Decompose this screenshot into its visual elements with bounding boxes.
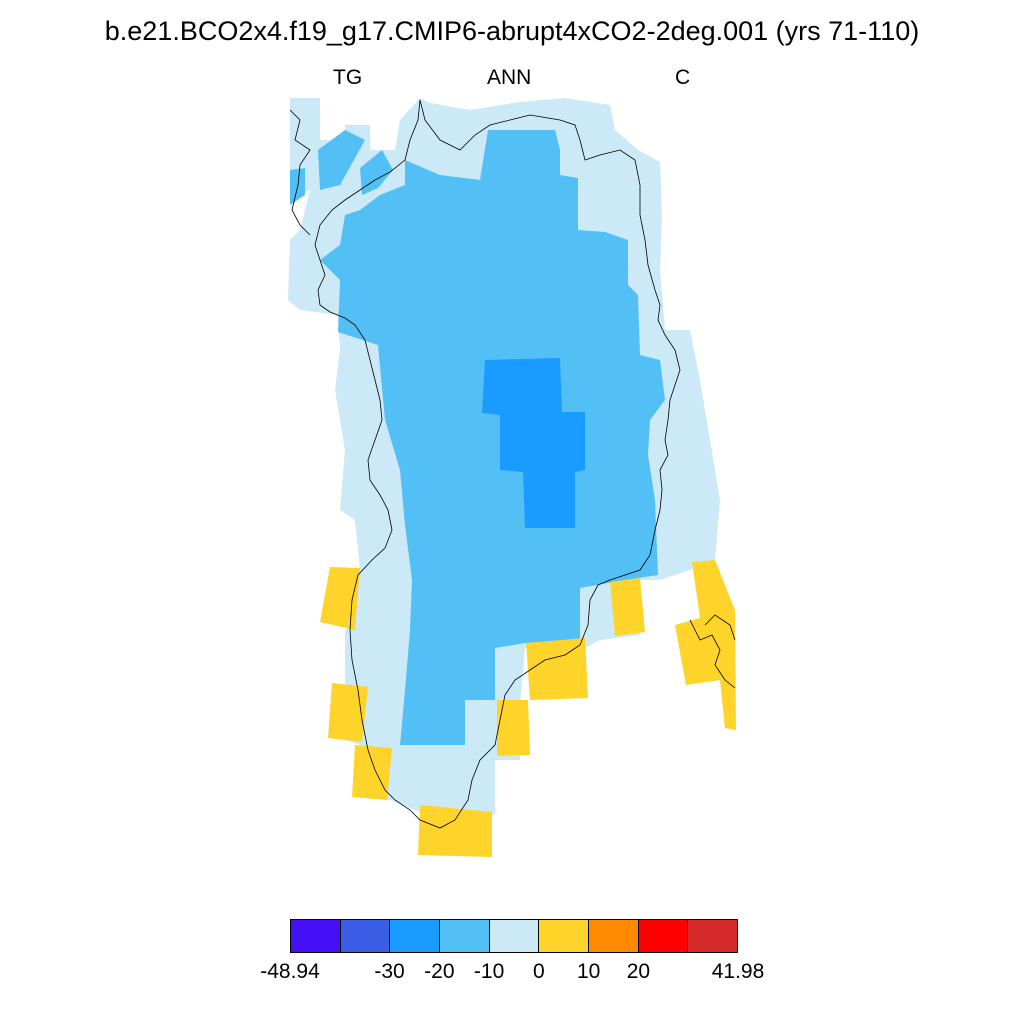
field-level-0-10 [320,560,736,857]
colorbar-swatch [390,920,441,952]
field-level-neg30-neg20 [482,358,585,528]
colorbar-swatch [489,920,540,952]
colorbar-tick-label: -48.94 [260,960,320,983]
units-label: C [675,66,691,89]
colorbar-swatch [440,920,490,952]
colorbar-swatch [539,920,590,952]
colorbar-tick-label: 10 [576,960,601,983]
colorbar-swatch [638,920,689,952]
colorbar-swatch [340,920,391,952]
colorbar-tick-label: 0 [533,960,545,983]
plot-title: b.e21.BCO2x4.f19_g17.CMIP6-abrupt4xCO2-2… [104,16,920,46]
colorbar-tick-label: 41.98 [711,960,765,983]
colorbar-tick-label: -30 [374,960,405,983]
colorbar-swatch [291,920,341,952]
colorbar-tick-label: -20 [424,960,455,983]
colorbar-tick-label: 20 [626,960,651,983]
variable-label: TG [333,66,363,89]
colorbar-swatch [589,920,639,952]
colorbar-swatch [688,920,738,952]
coastline [289,99,736,829]
season-label: ANN [487,66,532,89]
colorbar-tick-label: -10 [473,960,505,983]
colorbar [290,919,738,953]
